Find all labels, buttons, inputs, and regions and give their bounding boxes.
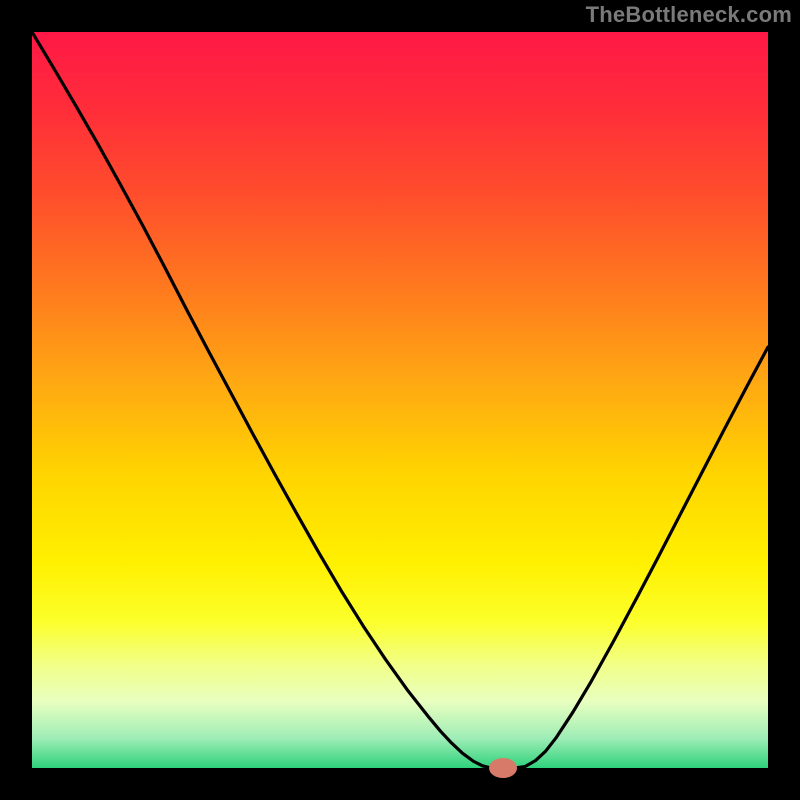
- chart-plot-background: [32, 32, 768, 768]
- chart-container: TheBottleneck.com: [0, 0, 800, 800]
- watermark-text: TheBottleneck.com: [586, 2, 792, 28]
- bottleneck-chart: [0, 0, 800, 800]
- optimal-point-marker: [489, 758, 517, 778]
